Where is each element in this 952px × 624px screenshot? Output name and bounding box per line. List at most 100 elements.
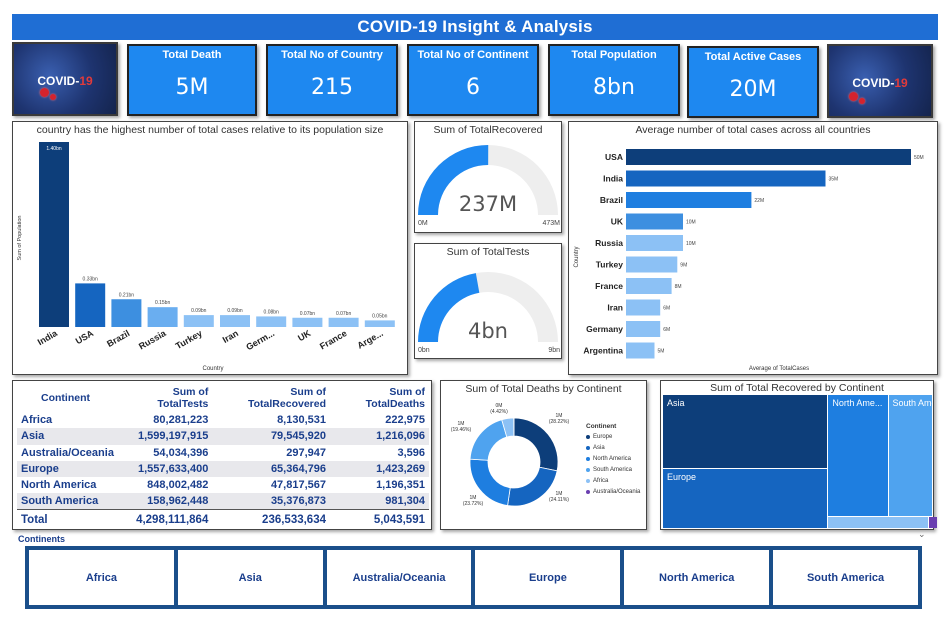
table-row[interactable]: Europe 1,557,633,400 65,364,796 1,423,269: [17, 460, 429, 478]
covid-logo-left: COVID-19: [12, 42, 118, 116]
column-header[interactable]: Sum of TotalRecovered: [248, 386, 326, 410]
bar-value-label: 8M: [675, 284, 682, 290]
legend-dot-icon: [586, 446, 590, 450]
x-axis-title: Average of TotalCases: [749, 366, 809, 372]
slice-label: 1M (24.11%): [549, 491, 569, 503]
table-row[interactable]: Africa 80,281,223 8,130,531 222,975: [21, 414, 425, 427]
legend-dot-icon: [586, 468, 590, 472]
treemap-cell[interactable]: North Ame...: [828, 395, 888, 516]
bar-value-label: 1.40bn: [46, 146, 62, 152]
gauge-fill: [418, 273, 480, 342]
bar[interactable]: [256, 316, 287, 327]
bar[interactable]: [111, 299, 142, 327]
bar[interactable]: [626, 235, 683, 251]
column-header[interactable]: Sum of TotalDeaths: [365, 386, 425, 410]
continent-table-panel: Continent Sum of TotalTests Sum of Total…: [12, 380, 432, 530]
x-tick-label: Russia: [137, 328, 168, 352]
continent-slicer: Africa Asia Australia/Oceania Europe Nor…: [25, 546, 922, 609]
slicer-option-africa[interactable]: Africa: [29, 550, 174, 605]
slicer-option-europe[interactable]: Europe: [475, 550, 621, 605]
bar[interactable]: [626, 192, 752, 208]
chart-title: Sum of Total Deaths by Continent: [465, 383, 622, 395]
slicer-collapse-chevron-icon[interactable]: ⌄: [918, 530, 926, 540]
legend-item[interactable]: Africa: [586, 478, 640, 484]
covid-logo-right: COVID-19: [827, 44, 933, 118]
continent-table: Continent Sum of TotalTests Sum of Total…: [17, 384, 429, 529]
slicer-option-north-america[interactable]: North America: [624, 550, 770, 605]
table-total-row: Total 4,298,111,864 236,533,634 5,043,591: [17, 509, 429, 529]
bar-value-label: 0.07bn: [300, 311, 316, 317]
gauge-value: 237M: [459, 192, 517, 216]
bar[interactable]: [328, 317, 359, 327]
bar[interactable]: [39, 142, 69, 327]
treemap-cell[interactable]: South Ame...: [888, 395, 932, 516]
x-tick-label: India: [36, 328, 60, 348]
kpi-total-countries: Total No of Country 215: [266, 44, 398, 116]
logo-text: COVID-19: [852, 76, 908, 90]
bar-value-label: 10M: [686, 220, 696, 226]
gauge-fill: [418, 145, 489, 215]
bar[interactable]: [626, 342, 655, 359]
treemap-cell[interactable]: [929, 516, 938, 528]
treemap-cell[interactable]: Asia: [663, 395, 828, 468]
table-row[interactable]: Asia 1,599,197,915 79,545,920 1,216,096: [17, 428, 429, 445]
x-tick-label: Arge...: [356, 328, 385, 351]
bar[interactable]: [626, 278, 672, 294]
slice-label: 1M (23.72%): [463, 495, 484, 507]
kpi-total-population: Total Population 8bn: [548, 44, 680, 116]
column-header[interactable]: Continent: [41, 392, 90, 404]
y-tick-label: Russia: [595, 238, 623, 248]
legend-item[interactable]: Australia/Oceania: [586, 489, 640, 495]
bar-value-label: 0.15bn: [155, 300, 171, 306]
bar[interactable]: [183, 315, 214, 327]
legend-dot-icon: [586, 435, 590, 439]
bar-value-label: 6M: [663, 327, 670, 333]
tests-gauge: 4bn 0bn 9bn: [418, 272, 560, 354]
slicer-option-asia[interactable]: Asia: [177, 550, 323, 605]
bar[interactable]: [626, 256, 678, 273]
table-row[interactable]: South America 158,962,448 35,376,873 981,30…: [17, 493, 429, 510]
x-tick-label: France: [318, 328, 349, 351]
bar-value-label: 0.09bn: [227, 308, 243, 314]
bar[interactable]: [626, 149, 911, 165]
donut-slice[interactable]: [513, 417, 559, 472]
bar[interactable]: [75, 283, 106, 327]
bar-value-label: 0.08bn: [264, 309, 280, 315]
bar[interactable]: [626, 321, 661, 337]
slicer-option-south-america[interactable]: South America: [773, 550, 918, 605]
legend-dot-icon: [586, 457, 590, 461]
y-tick-label: UK: [611, 217, 624, 227]
legend-item[interactable]: Europe: [586, 434, 640, 440]
bar-value-label: 9M: [680, 263, 687, 269]
bar[interactable]: [220, 315, 250, 327]
legend-item[interactable]: South America: [586, 467, 640, 473]
column-header[interactable]: Sum of TotalTests: [157, 386, 209, 410]
slicer-option-australia-oceania[interactable]: Australia/Oceania: [326, 550, 472, 605]
chart-title: country has the highest number of total …: [36, 124, 384, 136]
treemap-cell[interactable]: [828, 516, 929, 528]
bar[interactable]: [626, 213, 683, 230]
kpi-total-death: Total Death 5M: [127, 44, 257, 116]
bar[interactable]: [292, 317, 323, 327]
x-tick-label: Brazil: [105, 328, 131, 349]
table-row[interactable]: Australia/Oceania 54,034,396 297,947 3,596: [21, 446, 425, 459]
bar[interactable]: [626, 299, 661, 316]
bar[interactable]: [364, 320, 395, 327]
treemap-cell[interactable]: Europe: [663, 468, 828, 528]
population-bar-chart-panel: country has the highest number of total …: [12, 121, 408, 375]
slice-label: 0M (4.42%): [490, 403, 508, 415]
bar[interactable]: [626, 170, 826, 187]
gauge-title: Sum of TotalRecovered: [433, 124, 543, 136]
table-row[interactable]: North America 848,002,482 47,817,567 1,196,…: [21, 479, 425, 492]
slicer-title: Continents: [18, 534, 65, 544]
bar-value-label: 0.09bn: [191, 308, 207, 314]
y-axis-title: Country: [574, 246, 580, 267]
legend-item[interactable]: North America: [586, 456, 640, 462]
legend-item[interactable]: Asia: [586, 445, 640, 451]
bar-value-label: 0.05bn: [372, 313, 388, 319]
bar[interactable]: [147, 307, 178, 327]
recovered-gauge-panel: Sum of TotalRecovered 237M 0M 473M: [414, 121, 562, 233]
donut-slice[interactable]: [469, 419, 508, 461]
x-axis-title: Country: [202, 366, 223, 372]
